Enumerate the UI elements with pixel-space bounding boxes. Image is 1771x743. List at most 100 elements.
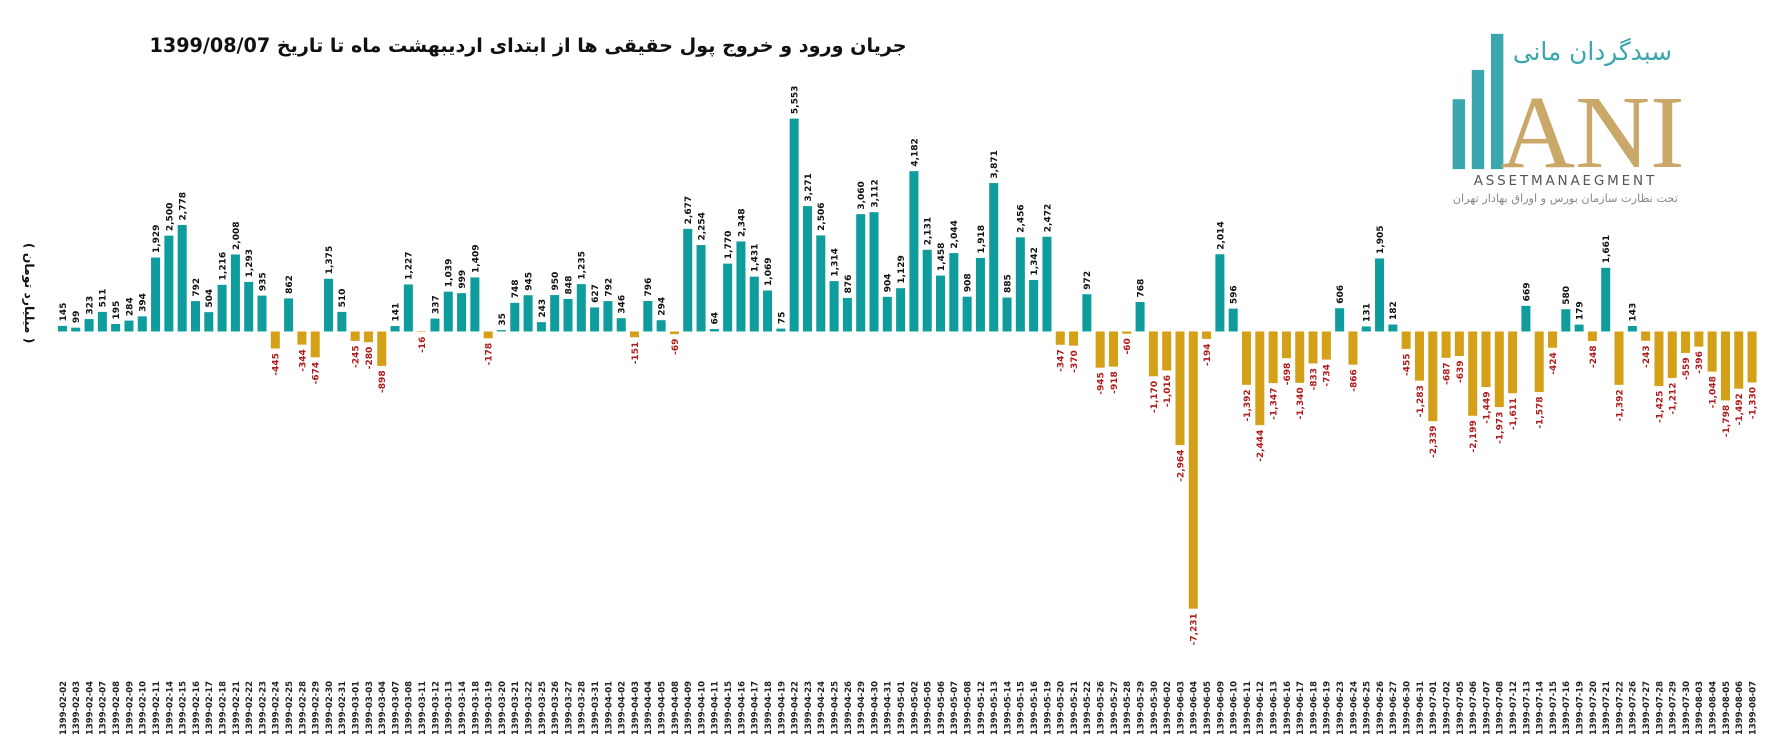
x-tick-label: 1399-02-15 — [178, 681, 188, 735]
x-tick-label: 1399-04-31 — [883, 681, 893, 735]
x-tick-label: 1399-02-28 — [297, 681, 307, 735]
data-label: 1,069 — [764, 258, 774, 286]
bar — [1734, 331, 1744, 389]
data-label: 1,458 — [937, 243, 947, 271]
bar — [669, 331, 679, 335]
data-label: -1,425 — [1655, 391, 1665, 423]
x-tick-label: 1399-03-18 — [470, 681, 480, 735]
x-tick-label: 1399-06-27 — [1388, 681, 1398, 735]
data-label: 2,131 — [924, 217, 934, 245]
data-label: 323 — [85, 296, 95, 315]
bar — [417, 331, 427, 333]
data-label: -734 — [1323, 364, 1333, 387]
data-label: 511 — [99, 289, 109, 308]
data-label: 1,770 — [724, 231, 734, 259]
bar — [1042, 236, 1052, 332]
x-tick-label: 1399-07-22 — [1614, 681, 1624, 735]
data-label: -1,048 — [1709, 376, 1719, 408]
bar — [1468, 331, 1478, 416]
bar — [84, 319, 94, 332]
bar — [1162, 331, 1172, 371]
bar — [789, 118, 799, 332]
bar — [137, 316, 147, 332]
data-label: 394 — [139, 293, 149, 312]
data-label: 5,553 — [791, 86, 801, 114]
bar — [284, 298, 294, 332]
bar — [1255, 331, 1265, 426]
data-label: -1,578 — [1536, 396, 1546, 428]
bar — [403, 284, 413, 332]
bar — [643, 300, 653, 332]
bar — [1268, 331, 1278, 384]
data-label: -7,231 — [1190, 613, 1200, 645]
data-label: 2,677 — [684, 196, 694, 224]
x-tick-label: 1399-06-25 — [1362, 681, 1372, 735]
bar — [1135, 302, 1145, 332]
logo-bar — [1490, 33, 1504, 170]
x-tick-label: 1399-05-29 — [1135, 681, 1145, 735]
data-label: 908 — [964, 273, 974, 292]
x-tick-label: 1399-06-24 — [1348, 681, 1358, 735]
data-label: -2,964 — [1176, 450, 1186, 482]
x-tick-label: 1399-06-18 — [1308, 681, 1318, 735]
data-label: 2,500 — [165, 203, 175, 231]
x-tick-label: 1399-07-14 — [1535, 681, 1545, 735]
bar — [151, 257, 161, 332]
logo-english: ASSETMANAEGMENT — [1474, 173, 1657, 189]
bar — [230, 254, 240, 332]
data-label: 1,293 — [245, 249, 255, 277]
x-tick-label: 1399-07-29 — [1668, 681, 1678, 735]
data-label: -945 — [1097, 372, 1107, 395]
data-label: 284 — [125, 297, 135, 316]
data-label: 2,014 — [1216, 221, 1226, 249]
data-label: 862 — [285, 275, 295, 294]
data-label: -194 — [1203, 343, 1213, 366]
data-label: 143 — [1629, 303, 1639, 322]
bar — [1375, 258, 1385, 332]
bar — [1707, 331, 1717, 372]
x-tick-label: 1399-02-08 — [111, 681, 121, 735]
x-tick-label: 1399-07-16 — [1561, 681, 1571, 735]
x-tick-label: 1399-05-27 — [1109, 681, 1119, 735]
bar — [1055, 331, 1065, 345]
data-label: 99 — [72, 311, 82, 324]
bar — [496, 330, 506, 332]
bar — [696, 245, 706, 332]
data-label: 748 — [511, 279, 521, 298]
x-tick-label: 1399-05-19 — [1042, 681, 1052, 735]
data-label: 195 — [112, 301, 122, 320]
bar — [1414, 331, 1424, 381]
data-label: 1,235 — [578, 251, 588, 279]
x-tick-label: 1399-05-05 — [923, 681, 933, 735]
x-tick-label: 1399-06-17 — [1295, 681, 1305, 735]
bar — [989, 183, 999, 332]
bar — [1361, 326, 1371, 332]
bar — [1481, 331, 1491, 388]
data-label: 337 — [431, 295, 441, 314]
bar — [1215, 254, 1225, 332]
data-label: -559 — [1682, 357, 1692, 380]
x-tick-label: 1399-02-31 — [337, 681, 347, 735]
bar — [749, 276, 759, 332]
x-tick-label: 1399-04-22 — [790, 681, 800, 735]
x-tick-label: 1399-06-05 — [1202, 681, 1212, 735]
x-tick-label: 1399-08-04 — [1708, 681, 1718, 735]
data-label: 2,506 — [817, 202, 827, 230]
x-tick-label: 1399-05-06 — [936, 681, 946, 735]
bar — [936, 275, 946, 332]
data-label: -2,199 — [1469, 420, 1479, 452]
data-label: 885 — [1003, 274, 1013, 293]
data-label: -280 — [365, 347, 375, 370]
bar — [1108, 331, 1118, 367]
x-tick-label: 1399-07-07 — [1481, 681, 1491, 735]
data-label: -1,330 — [1748, 387, 1758, 419]
data-label: 606 — [1336, 285, 1346, 304]
x-tick-label: 1399-07-28 — [1654, 681, 1664, 735]
x-tick-label: 1399-02-14 — [164, 681, 174, 735]
data-label: 1,431 — [751, 244, 761, 272]
bar — [1614, 331, 1624, 385]
x-tick-label: 1399-07-19 — [1574, 681, 1584, 735]
bar — [1082, 294, 1092, 332]
bar — [922, 249, 932, 332]
